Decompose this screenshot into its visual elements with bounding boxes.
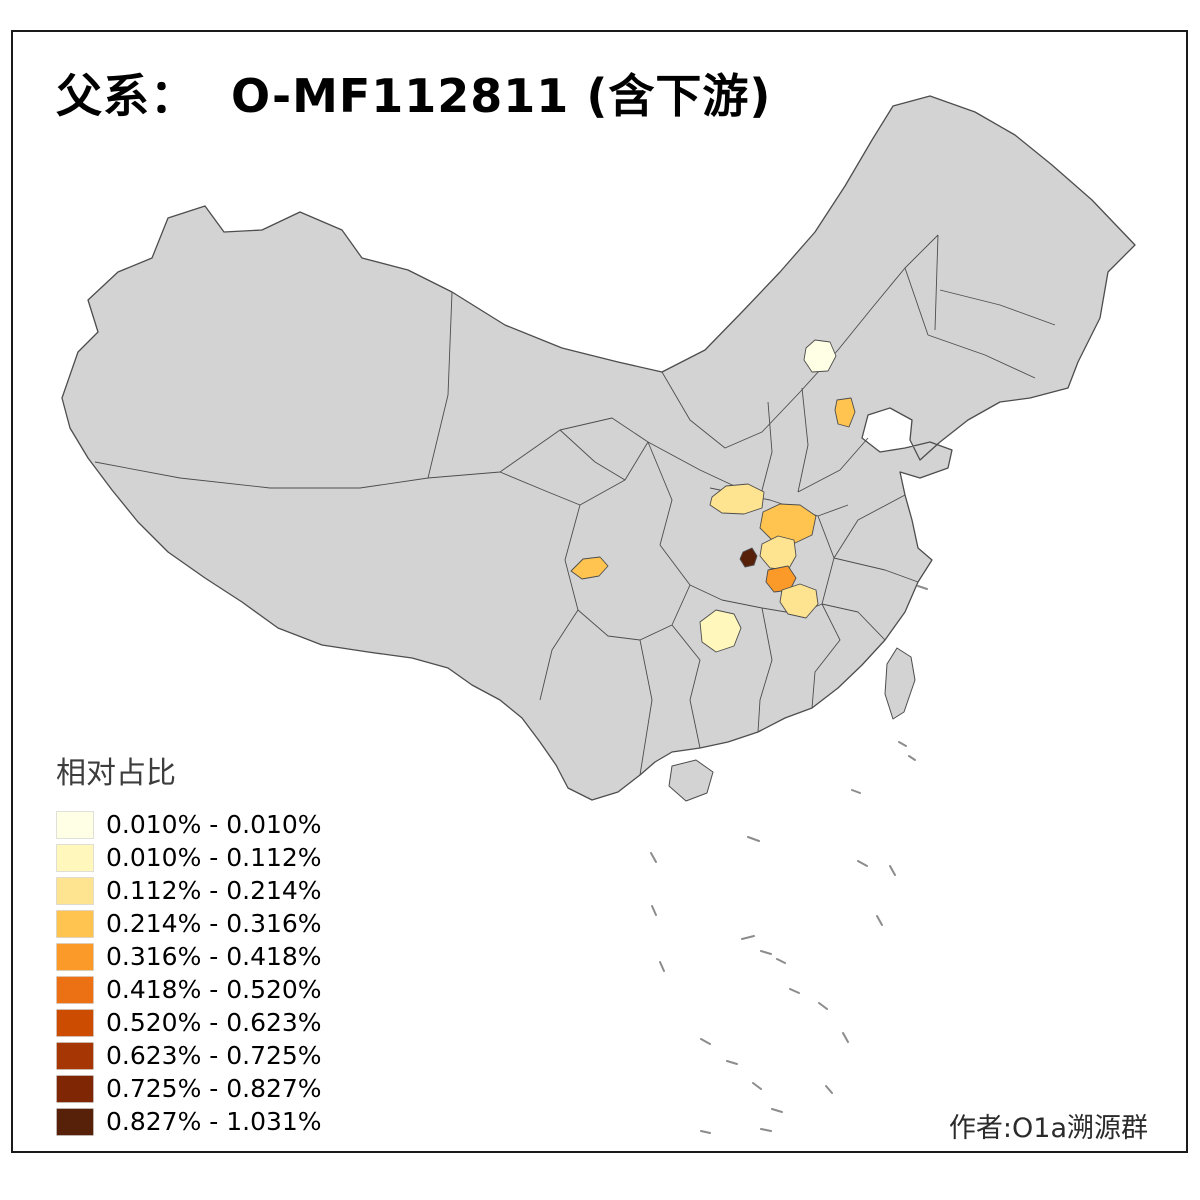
legend-label: 0.418% - 0.520% [106, 975, 322, 1004]
region-central-yellow [759, 503, 817, 544]
province-borders [94, 234, 1056, 776]
legend-item: 0.112% - 0.214% [56, 874, 322, 907]
legend-item: 0.623% - 0.725% [56, 1039, 322, 1072]
legend-item: 0.316% - 0.418% [56, 940, 322, 973]
legend-swatch [56, 1074, 94, 1103]
legend-label: 0.316% - 0.418% [106, 942, 322, 971]
taiwan-island [884, 647, 916, 720]
mainland-group [61, 95, 1136, 802]
legend-item: 0.520% - 0.623% [56, 1006, 322, 1039]
legend-item: 0.827% - 1.031% [56, 1105, 322, 1138]
legend-label: 0.623% - 0.725% [106, 1041, 322, 1070]
legend-swatch [56, 975, 94, 1004]
region-south-paleyellow [699, 609, 742, 653]
region-central-se-light [779, 583, 819, 619]
legend-item: 0.010% - 0.010% [56, 808, 322, 841]
legend: 相对占比 0.010% - 0.010% 0.010% - 0.112% 0.1… [56, 748, 322, 1138]
highlighted-regions [570, 339, 856, 653]
legend-label: 0.010% - 0.112% [106, 843, 322, 872]
legend-label: 0.827% - 1.031% [106, 1107, 322, 1136]
region-north-pale [803, 339, 837, 373]
legend-item: 0.725% - 0.827% [56, 1072, 322, 1105]
legend-swatch [56, 876, 94, 905]
region-southwest-yellow [570, 556, 609, 580]
legend-swatch [56, 909, 94, 938]
author-credit: 作者:O1a溯源群 [948, 1113, 1148, 1144]
south-china-sea-islands [650, 585, 928, 1134]
region-central-nw-light [709, 483, 765, 515]
legend-swatch [56, 843, 94, 872]
legend-label: 0.725% - 0.827% [106, 1074, 322, 1103]
region-central-e-light [759, 535, 797, 571]
legend-swatch [56, 1107, 94, 1136]
legend-item: 0.418% - 0.520% [56, 973, 322, 1006]
legend-title: 相对占比 [56, 756, 176, 791]
legend-label: 0.112% - 0.214% [106, 876, 322, 905]
legend-label: 0.010% - 0.010% [106, 810, 322, 839]
region-bohai-yellow [834, 397, 856, 428]
legend-swatch [56, 810, 94, 839]
legend-swatch [56, 1041, 94, 1070]
legend-swatch [56, 942, 94, 971]
legend-label: 0.520% - 0.623% [106, 1008, 322, 1037]
hainan-island [668, 759, 714, 802]
legend-label: 0.214% - 0.316% [106, 909, 322, 938]
page-title: 父系： O-MF112811 (含下游) [56, 69, 772, 123]
china-mainland [61, 95, 1136, 801]
legend-swatch [56, 1008, 94, 1037]
legend-item: 0.214% - 0.316% [56, 907, 322, 940]
legend-item: 0.010% - 0.112% [56, 841, 322, 874]
region-central-darkbrown [739, 547, 758, 568]
